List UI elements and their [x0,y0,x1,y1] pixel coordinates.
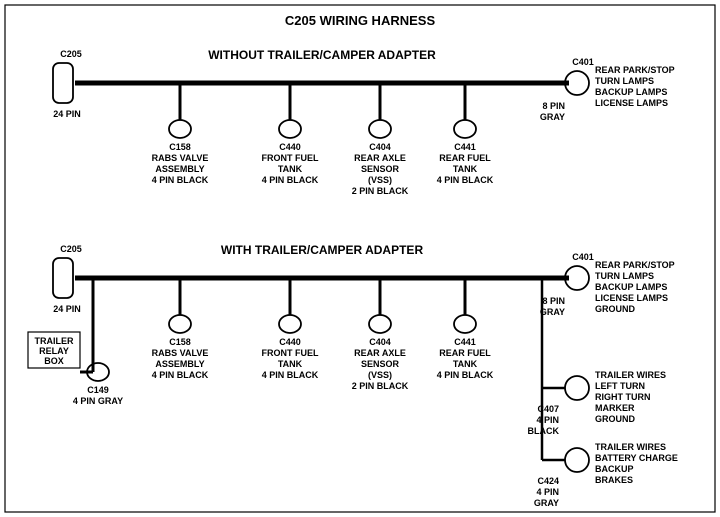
connector-c158 [169,315,191,333]
subtitle-without: WITHOUT TRAILER/CAMPER ADAPTER [208,48,436,62]
svg-text:TRAILER WIRES: TRAILER WIRES [595,370,666,380]
svg-text:4 PIN BLACK: 4 PIN BLACK [437,175,494,185]
svg-text:REAR FUEL: REAR FUEL [439,153,491,163]
connector-c441 [454,120,476,138]
svg-text:4 PIN BLACK: 4 PIN BLACK [152,370,209,380]
svg-text:C404: C404 [369,337,391,347]
svg-text:C158: C158 [169,142,191,152]
svg-text:RELAY: RELAY [39,346,69,356]
svg-text:4 PIN BLACK: 4 PIN BLACK [152,175,209,185]
connector-c441 [454,315,476,333]
svg-text:C401: C401 [572,57,594,67]
svg-text:FRONT FUEL: FRONT FUEL [262,348,319,358]
svg-text:C424: C424 [537,476,559,486]
wiring-diagram: C205 WIRING HARNESS WITHOUT TRAILER/CAMPE… [0,0,720,517]
svg-text:8 PIN: 8 PIN [542,296,565,306]
svg-text:TRAILER WIRES: TRAILER WIRES [595,442,666,452]
svg-text:C440: C440 [279,337,301,347]
svg-text:ASSEMBLY: ASSEMBLY [155,164,204,174]
svg-text:24 PIN: 24 PIN [53,304,81,314]
svg-text:REAR FUEL: REAR FUEL [439,348,491,358]
svg-text:4 PIN: 4 PIN [536,487,559,497]
svg-text:C205: C205 [60,244,82,254]
svg-text:TURN LAMPS: TURN LAMPS [595,271,654,281]
connector-c205 [53,258,73,298]
connector-c440 [279,315,301,333]
svg-text:C404: C404 [369,142,391,152]
svg-text:BACKUP LAMPS: BACKUP LAMPS [595,282,667,292]
connector-c404 [369,315,391,333]
svg-text:LICENSE LAMPS: LICENSE LAMPS [595,293,668,303]
svg-text:BACKUP LAMPS: BACKUP LAMPS [595,87,667,97]
svg-text:FRONT FUEL: FRONT FUEL [262,153,319,163]
svg-text:C441: C441 [454,142,476,152]
svg-text:BACKUP: BACKUP [595,464,634,474]
connector-c440 [279,120,301,138]
svg-text:RIGHT TURN: RIGHT TURN [595,392,651,402]
svg-text:24 PIN: 24 PIN [53,109,81,119]
svg-text:C158: C158 [169,337,191,347]
svg-text:BATTERY CHARGE: BATTERY CHARGE [595,453,678,463]
svg-text:BLACK: BLACK [528,426,560,436]
diagram-title: C205 WIRING HARNESS [285,13,436,28]
svg-text:4 PIN: 4 PIN [536,415,559,425]
subtitle-with: WITH TRAILER/CAMPER ADAPTER [221,243,424,257]
svg-text:REAR PARK/STOP: REAR PARK/STOP [595,260,675,270]
svg-text:C440: C440 [279,142,301,152]
svg-text:C205: C205 [60,49,82,59]
svg-text:(VSS): (VSS) [368,175,392,185]
svg-text:4 PIN GRAY: 4 PIN GRAY [73,396,123,406]
svg-text:4 PIN BLACK: 4 PIN BLACK [262,175,319,185]
svg-text:SENSOR: SENSOR [361,164,400,174]
svg-text:GROUND: GROUND [595,304,635,314]
svg-text:GRAY: GRAY [540,112,565,122]
svg-text:RABS VALVE: RABS VALVE [152,348,209,358]
svg-text:C149: C149 [87,385,109,395]
svg-text:BRAKES: BRAKES [595,475,633,485]
svg-text:RABS VALVE: RABS VALVE [152,153,209,163]
connector-c424 [565,448,589,472]
connector-c158 [169,120,191,138]
svg-text:C407: C407 [537,404,559,414]
svg-text:C401: C401 [572,252,594,262]
svg-text:BOX: BOX [44,356,64,366]
svg-text:TANK: TANK [453,164,478,174]
svg-text:LEFT TURN: LEFT TURN [595,381,645,391]
svg-text:4 PIN BLACK: 4 PIN BLACK [262,370,319,380]
svg-text:2 PIN BLACK: 2 PIN BLACK [352,186,409,196]
svg-text:TANK: TANK [278,164,303,174]
svg-text:REAR AXLE: REAR AXLE [354,153,406,163]
svg-text:MARKER: MARKER [595,403,635,413]
connector-c407 [565,376,589,400]
svg-text:TANK: TANK [278,359,303,369]
svg-text:2 PIN BLACK: 2 PIN BLACK [352,381,409,391]
svg-text:GRAY: GRAY [540,307,565,317]
connector-c205 [53,63,73,103]
svg-text:REAR AXLE: REAR AXLE [354,348,406,358]
svg-text:(VSS): (VSS) [368,370,392,380]
svg-text:TRAILER: TRAILER [35,336,74,346]
svg-text:ASSEMBLY: ASSEMBLY [155,359,204,369]
svg-text:4 PIN BLACK: 4 PIN BLACK [437,370,494,380]
svg-text:LICENSE LAMPS: LICENSE LAMPS [595,98,668,108]
svg-text:SENSOR: SENSOR [361,359,400,369]
svg-text:GROUND: GROUND [595,414,635,424]
svg-text:TANK: TANK [453,359,478,369]
svg-text:C441: C441 [454,337,476,347]
svg-text:GRAY: GRAY [534,498,559,508]
connector-c404 [369,120,391,138]
svg-text:TURN LAMPS: TURN LAMPS [595,76,654,86]
svg-text:REAR PARK/STOP: REAR PARK/STOP [595,65,675,75]
svg-text:8 PIN: 8 PIN [542,101,565,111]
